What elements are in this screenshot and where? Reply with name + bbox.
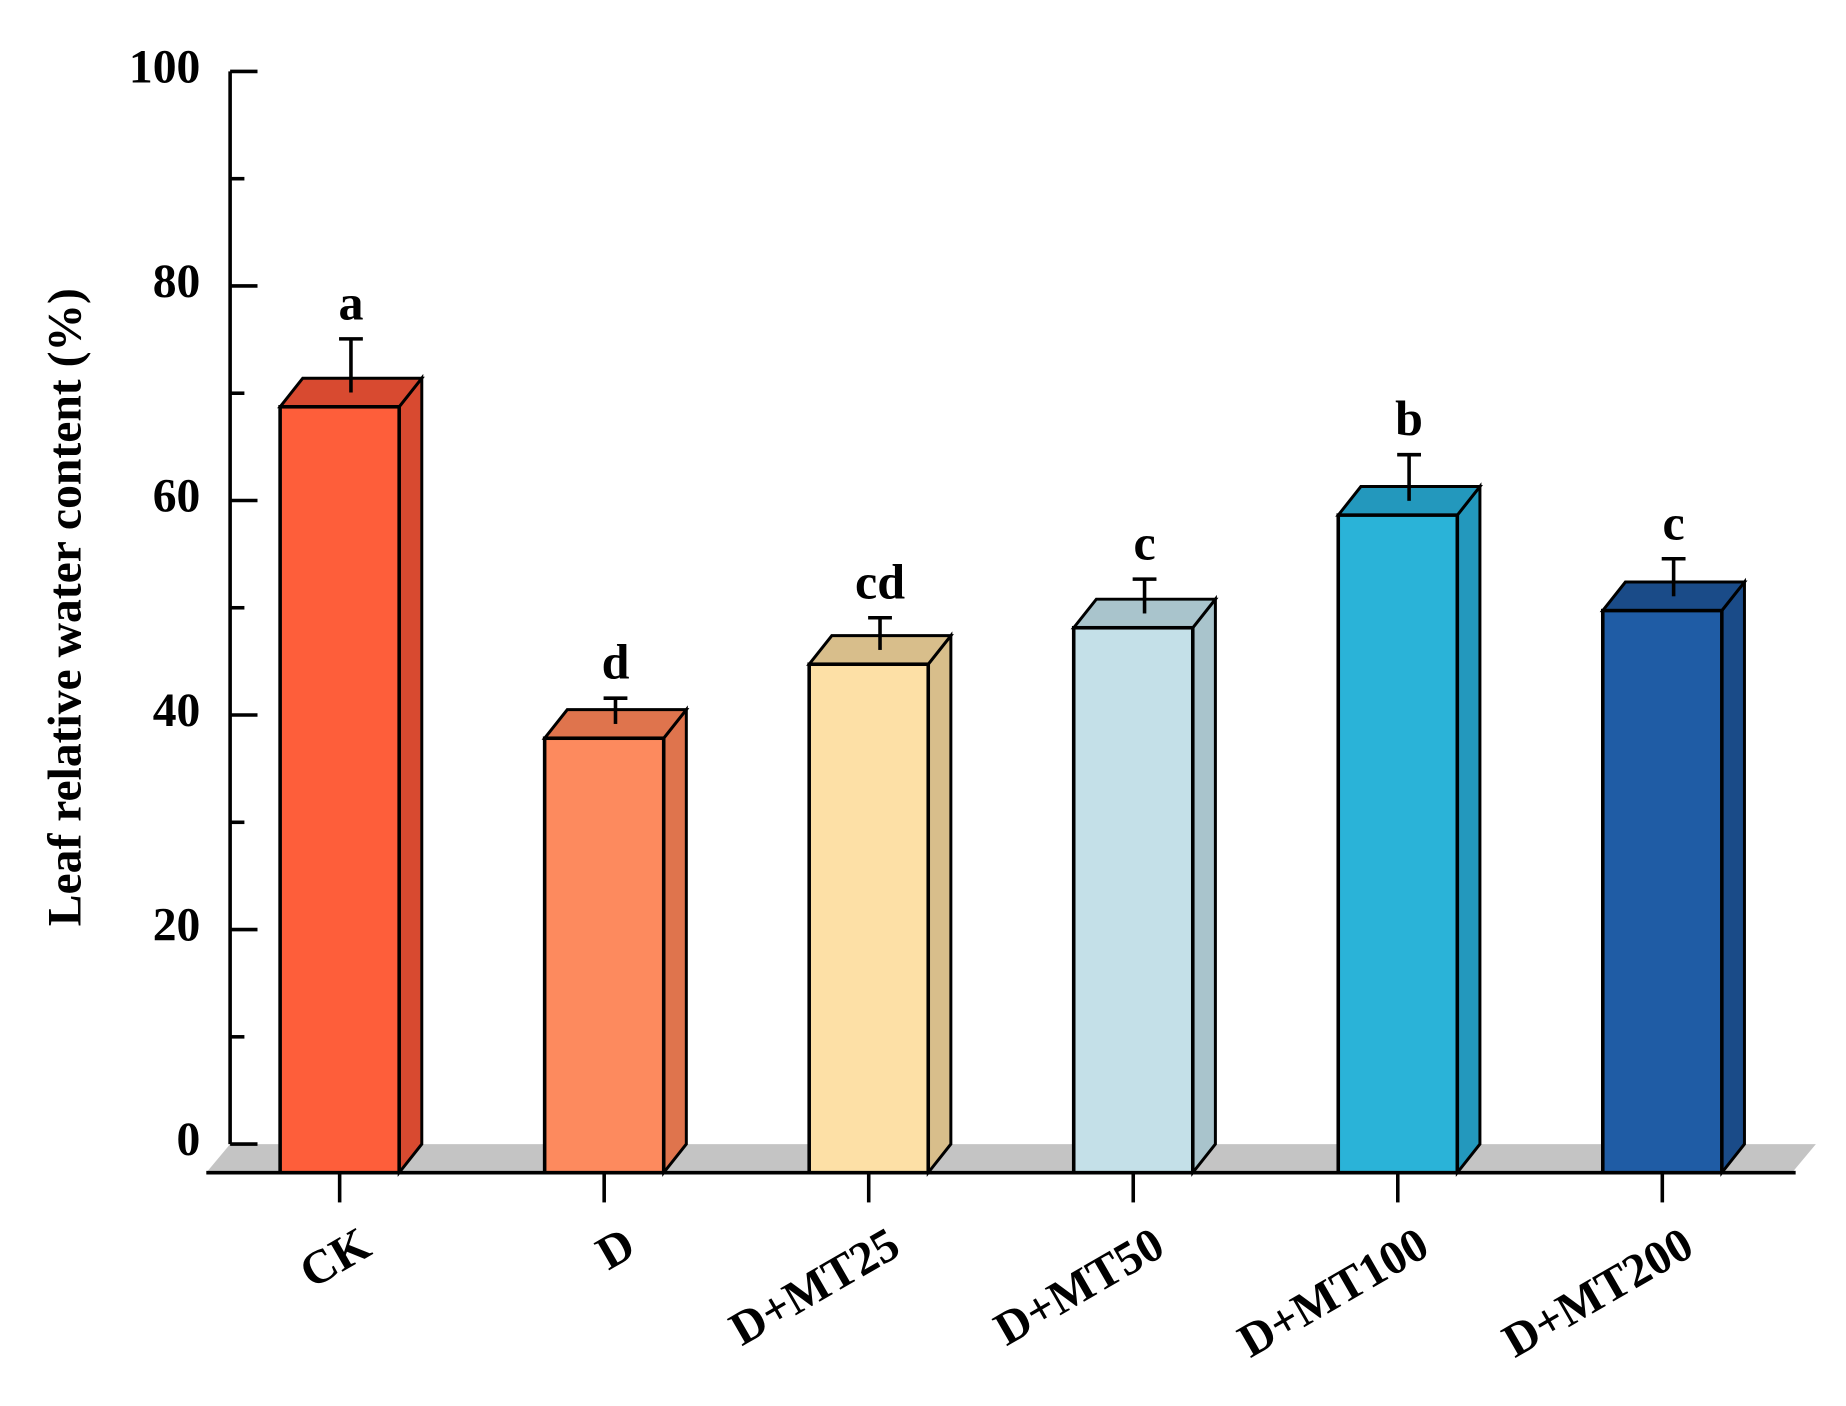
y-tick-label: 80 <box>153 256 201 308</box>
x-tick-label: D+MT50 <box>986 1218 1173 1356</box>
bar-side <box>662 705 688 1177</box>
significance-letter: d <box>602 634 630 690</box>
bar <box>278 404 401 1175</box>
x-tick-label: D+MT100 <box>1230 1218 1438 1368</box>
bar <box>542 736 666 1175</box>
bar <box>1600 608 1724 1175</box>
floor <box>206 1144 1816 1173</box>
significance-letter: c <box>1663 494 1685 550</box>
x-tick-label: D+MT25 <box>721 1218 908 1356</box>
significance-letter: c <box>1133 515 1155 571</box>
bar-side <box>1455 482 1482 1177</box>
x-tick-label: CK <box>291 1218 379 1299</box>
y-tick-label: 60 <box>153 470 201 522</box>
bar-side <box>1191 594 1217 1177</box>
bar <box>807 662 931 1175</box>
x-tick-label: D+MT200 <box>1494 1218 1702 1368</box>
bar <box>1336 513 1460 1175</box>
significance-letter: cd <box>855 553 905 609</box>
bar <box>1071 625 1195 1175</box>
bar-side <box>926 631 953 1177</box>
y-tick-label: 20 <box>153 899 201 951</box>
y-tick-label: 40 <box>153 685 201 737</box>
significance-letter: b <box>1395 390 1423 446</box>
y-tick-label: 100 <box>129 41 200 93</box>
y-axis-label: Leaf relative water content (%) <box>39 288 91 926</box>
significance-letter: a <box>338 274 363 330</box>
bar-side <box>1720 577 1746 1177</box>
bar-side <box>397 373 424 1177</box>
x-tick-label: D <box>588 1218 644 1280</box>
y-tick-label: 0 <box>177 1114 201 1166</box>
